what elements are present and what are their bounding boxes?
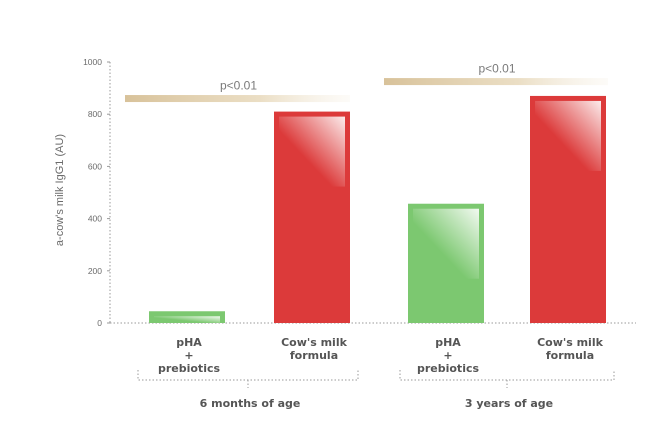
significance-label: p<0.01 — [478, 62, 515, 76]
category-label: pHA — [435, 336, 461, 349]
y-axis-title: a-cow's milk IgG1 (AU) — [54, 134, 66, 246]
category-label: Cow's milk — [281, 336, 348, 349]
y-tick-label: 400 — [88, 214, 102, 224]
significance-label: p<0.01 — [220, 79, 257, 93]
y-tick-label: 600 — [88, 161, 102, 171]
bar-highlight — [535, 101, 601, 171]
y-tick-label: 200 — [88, 266, 102, 276]
category-label: + — [443, 349, 452, 362]
bar-highlight — [413, 209, 479, 279]
category-label: + — [184, 349, 193, 362]
category-label: prebiotics — [417, 362, 480, 375]
category-label: pHA — [176, 336, 202, 349]
significance-bar — [125, 95, 350, 102]
bar-highlight — [279, 117, 345, 187]
group-label: 6 months of age — [200, 397, 301, 410]
y-tick-label: 1000 — [83, 57, 102, 67]
category-label: prebiotics — [158, 362, 221, 375]
category-label: formula — [546, 349, 594, 362]
y-tick-label: 0 — [97, 318, 102, 328]
category-label: formula — [290, 349, 338, 362]
y-tick-label: 800 — [88, 109, 102, 119]
group-label: 3 years of age — [465, 397, 553, 410]
category-label: Cow's milk — [537, 336, 604, 349]
significance-bar — [384, 78, 608, 85]
bar-highlight — [154, 316, 220, 323]
